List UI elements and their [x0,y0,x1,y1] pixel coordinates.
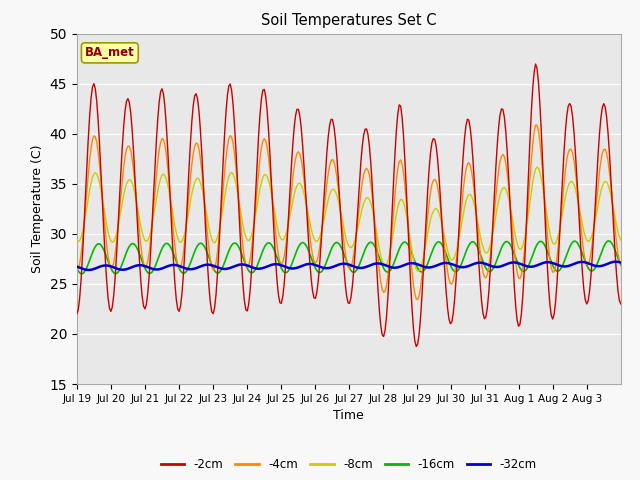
-4cm [414,297,422,302]
-16cm [110,270,118,276]
-8cm [108,240,116,245]
-2cm [108,304,116,310]
Line: -8cm: -8cm [77,167,621,271]
-8cm [73,237,81,243]
Line: -2cm: -2cm [77,64,621,347]
-4cm [108,264,116,270]
-16cm [543,247,551,253]
-4cm [532,122,540,128]
Y-axis label: Soil Temperature (C): Soil Temperature (C) [31,144,44,273]
-32cm [543,259,551,265]
-32cm [93,265,100,271]
-16cm [93,242,100,248]
-8cm [414,268,422,274]
-16cm [73,265,81,271]
-2cm [353,225,360,230]
-16cm [354,265,362,271]
-8cm [353,230,360,236]
-16cm [77,271,85,276]
-4cm [73,265,81,271]
-8cm [92,170,99,176]
-8cm [545,222,552,228]
-32cm [616,259,623,265]
-2cm [92,85,99,91]
-4cm [545,243,552,249]
-4cm [617,262,625,267]
-4cm [92,134,99,140]
-2cm [532,61,540,67]
-32cm [73,264,81,269]
X-axis label: Time: Time [333,409,364,422]
-16cm [462,249,470,255]
-32cm [462,264,470,270]
-2cm [545,281,552,287]
Text: BA_met: BA_met [85,47,134,60]
-2cm [73,311,81,317]
Title: Soil Temperatures Set C: Soil Temperatures Set C [261,13,436,28]
-2cm [462,122,470,128]
-2cm [617,301,625,307]
Legend: -2cm, -4cm, -8cm, -16cm, -32cm: -2cm, -4cm, -8cm, -16cm, -32cm [156,454,541,476]
-4cm [616,258,623,264]
-4cm [353,228,360,234]
Line: -16cm: -16cm [77,241,621,274]
-32cm [354,265,362,271]
-32cm [617,260,625,265]
-8cm [617,237,625,243]
Line: -4cm: -4cm [77,125,621,300]
-8cm [616,234,623,240]
-32cm [110,264,118,270]
-8cm [533,164,541,170]
Line: -32cm: -32cm [77,262,621,270]
-2cm [616,298,623,303]
-8cm [462,198,470,204]
-16cm [617,262,625,268]
-32cm [611,259,619,264]
-16cm [604,238,612,244]
-16cm [616,259,623,264]
-4cm [462,167,470,172]
-2cm [412,344,420,349]
-32cm [84,267,92,273]
